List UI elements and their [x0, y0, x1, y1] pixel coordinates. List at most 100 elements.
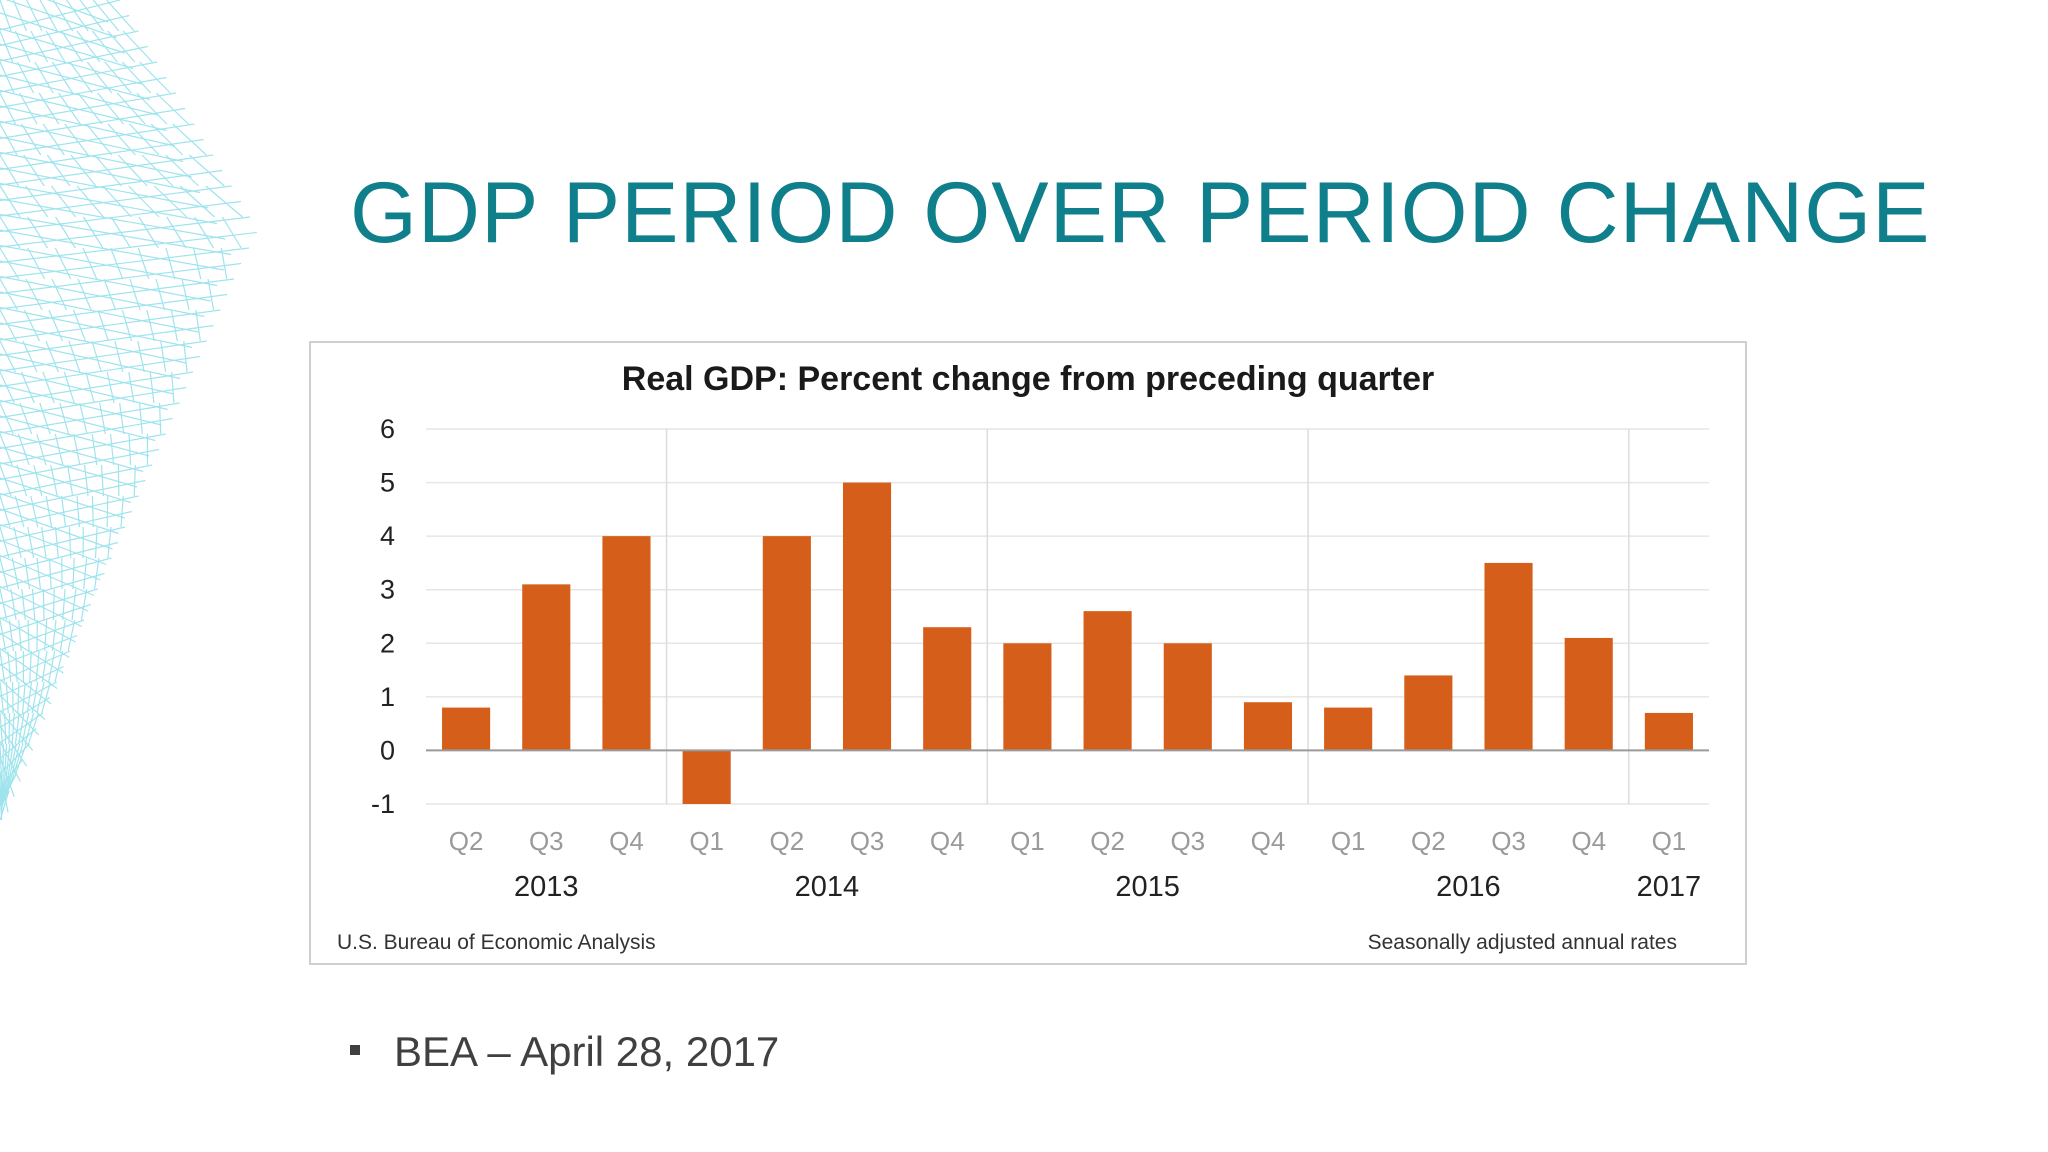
wireframe-line — [45, 30, 66, 63]
wireframe-line — [0, 61, 158, 93]
wireframe-line — [16, 464, 28, 497]
wireframe-line — [129, 123, 160, 156]
wireframe-line — [149, 371, 155, 404]
wireframe-line — [30, 30, 49, 63]
chart-panel: Real GDP: Percent change from preceding … — [309, 341, 1747, 965]
x-tick-label: Q3 — [1491, 826, 1526, 856]
wireframe-line — [91, 340, 102, 373]
bar — [1324, 707, 1373, 751]
bar — [1243, 702, 1293, 751]
wireframe-line — [94, 154, 122, 187]
wireframe-line — [117, 154, 148, 187]
wireframe-line — [0, 554, 95, 597]
y-tick-label: -1 — [371, 789, 395, 819]
bullet-text: BEA – April 28, 2017 — [394, 1028, 780, 1075]
wireframe-line — [36, 557, 41, 590]
x-tick-label: Q4 — [609, 826, 644, 856]
y-tick-label: 6 — [380, 414, 395, 444]
wireframe-line — [17, 433, 30, 466]
wireframe-line — [0, 58, 151, 101]
wireframe-line — [0, 681, 5, 714]
wireframe-line — [0, 557, 112, 589]
y-tick-label: 2 — [380, 628, 395, 658]
y-tick-label: 3 — [380, 575, 395, 605]
wireframe-line — [45, 340, 59, 373]
wireframe-line — [94, 526, 98, 559]
wireframe-line — [0, 337, 181, 380]
wireframe-line — [69, 61, 93, 94]
wireframe-line — [181, 278, 190, 311]
wireframe-line — [0, 14, 130, 47]
wireframe-line — [59, 402, 70, 435]
wireframe-line — [97, 309, 110, 342]
wireframe-line — [41, 650, 48, 683]
wireframe-line — [0, 681, 58, 713]
wireframe-line — [1, 774, 15, 807]
wireframe-line — [0, 92, 17, 125]
wireframe-line — [0, 541, 119, 574]
wireframe-line — [121, 61, 152, 94]
wireframe-line — [35, 650, 40, 683]
wireframe-line — [0, 743, 2, 776]
wireframe-line — [21, 123, 42, 156]
wireframe-line — [165, 154, 200, 187]
wireframe-line — [0, 138, 204, 171]
x-tick-label: Q3 — [529, 826, 564, 856]
wireframe-line — [72, 309, 87, 342]
wireframe-line — [79, 0, 104, 32]
wireframe-line — [24, 557, 31, 590]
wireframe-line — [0, 185, 232, 217]
x-tick-label: Q2 — [1411, 826, 1446, 856]
wireframe-line — [67, 464, 74, 497]
wireframe-line — [0, 275, 205, 318]
wireframe-line — [99, 402, 106, 435]
wireframe-line — [0, 262, 242, 295]
wireframe-line — [0, 712, 3, 745]
wireframe-line — [0, 433, 13, 466]
wireframe-line — [79, 402, 88, 435]
wireframe-line — [0, 402, 14, 435]
wireframe-line — [29, 650, 32, 683]
wireframe-line — [194, 216, 215, 249]
bar — [1404, 675, 1453, 751]
wireframe-line — [76, 495, 80, 528]
wireframe-line — [8, 619, 15, 652]
wireframe-line — [160, 340, 167, 373]
wireframe-line — [0, 495, 11, 528]
wireframe-line — [36, 681, 45, 714]
wireframe-line — [15, 650, 18, 683]
wireframe-line — [27, 216, 49, 249]
wireframe-line — [166, 216, 187, 249]
wireframe-line — [0, 495, 139, 527]
wireframe-line — [0, 616, 70, 659]
wireframe-line — [46, 154, 71, 187]
wireframe-line — [207, 278, 215, 311]
wireframe-decoration — [0, 0, 257, 820]
wireframe-line — [82, 247, 98, 280]
wireframe-line — [155, 92, 189, 125]
wireframe-line — [0, 30, 139, 62]
wireframe-line — [0, 213, 232, 256]
wireframe-line — [30, 495, 39, 528]
x-tick-label: Q2 — [449, 826, 484, 856]
wireframe-line — [21, 588, 26, 621]
wireframe-line — [0, 386, 187, 419]
bar — [1083, 611, 1132, 751]
wireframe-line — [0, 182, 217, 225]
wireframe-line — [42, 371, 55, 404]
wireframe-line — [116, 92, 146, 125]
wireframe-line — [77, 278, 92, 311]
bar — [923, 627, 972, 751]
wireframe-line — [106, 0, 135, 32]
wireframe-line — [85, 123, 113, 156]
x-tick-label: Q1 — [1331, 826, 1366, 856]
wireframe-line — [0, 306, 193, 349]
wireframe-line — [51, 61, 74, 94]
wireframe-line — [20, 371, 35, 404]
wireframe-line — [48, 309, 64, 342]
bar — [1484, 562, 1533, 751]
wireframe-line — [54, 526, 59, 559]
wireframe-line — [55, 216, 76, 249]
wireframe-line — [0, 216, 21, 249]
